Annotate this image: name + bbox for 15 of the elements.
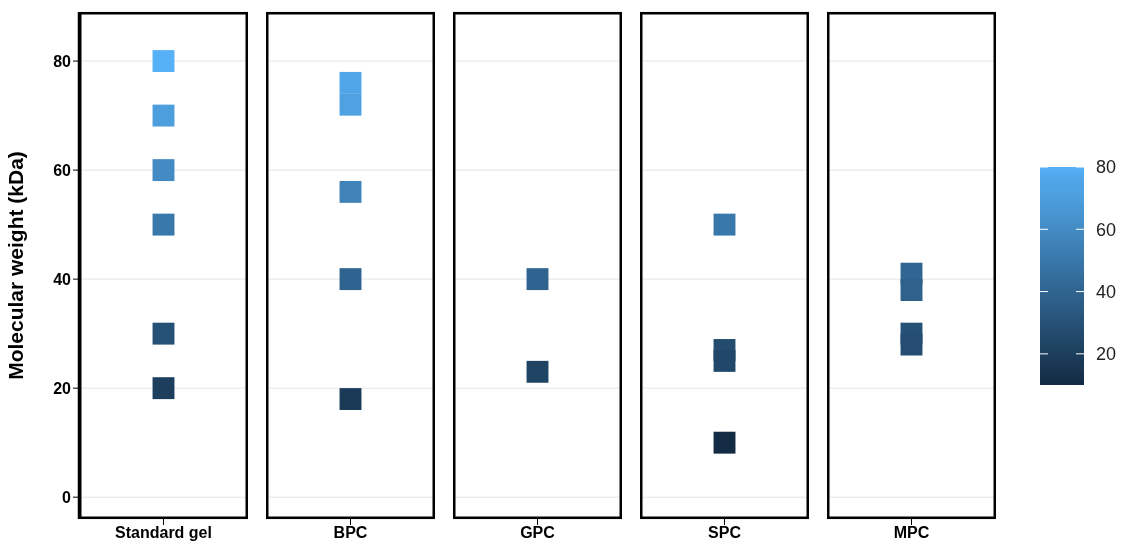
color-bar-label: 20 [1096,344,1117,365]
color-bar-label: 80 [1096,157,1117,178]
y-tick-label: 80 [53,52,72,70]
y-tick-label: 20 [53,379,72,397]
color-bar-label: 40 [1096,281,1117,302]
y-tick-label: 0 [62,488,72,506]
x-tick-label: GPC [520,524,556,542]
x-tick-label: SPC [708,524,742,542]
x-tick-label: MPC [893,524,930,542]
y-tick-label: 60 [53,161,72,179]
y-axis-title: Molecular weight (kDa) [4,151,28,380]
color-bar-label: 60 [1096,219,1117,240]
x-tick-label: Standard gel [115,524,212,542]
y-tick-label: 40 [53,270,72,288]
x-tick-label: BPC [333,524,368,542]
